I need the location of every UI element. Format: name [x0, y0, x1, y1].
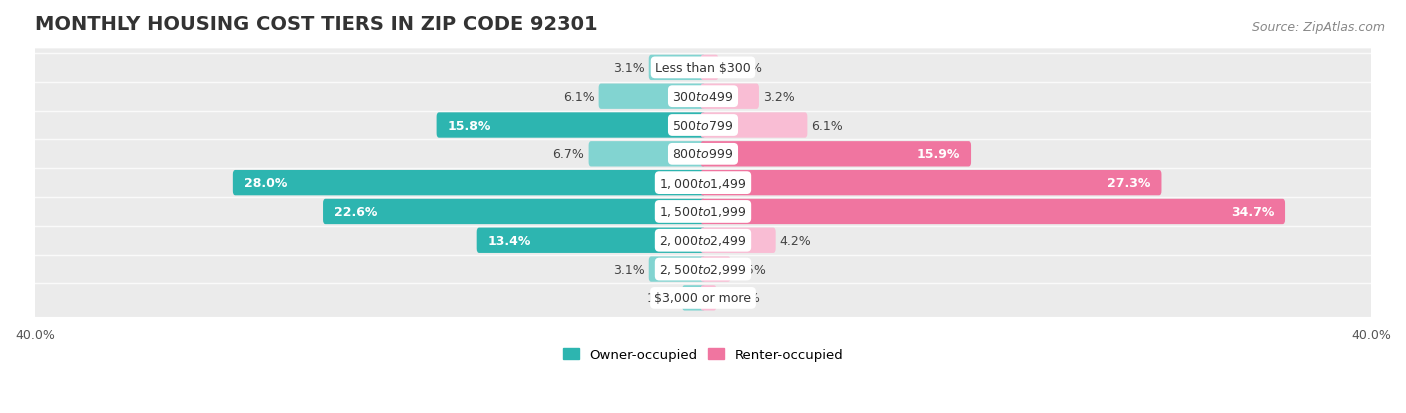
Text: 1.5%: 1.5%: [735, 263, 766, 276]
Text: MONTHLY HOUSING COST TIERS IN ZIP CODE 92301: MONTHLY HOUSING COST TIERS IN ZIP CODE 9…: [35, 15, 598, 34]
Text: 0.65%: 0.65%: [720, 292, 761, 305]
Text: Less than $300: Less than $300: [655, 62, 751, 75]
Text: 4.2%: 4.2%: [780, 234, 811, 247]
Text: 27.3%: 27.3%: [1108, 177, 1150, 190]
FancyBboxPatch shape: [31, 78, 1375, 116]
Text: 3.2%: 3.2%: [763, 90, 794, 103]
Text: $1,000 to $1,499: $1,000 to $1,499: [659, 176, 747, 190]
FancyBboxPatch shape: [700, 113, 807, 138]
Text: 1.1%: 1.1%: [647, 292, 678, 305]
Text: 6.1%: 6.1%: [811, 119, 844, 132]
FancyBboxPatch shape: [700, 199, 1285, 225]
Text: $3,000 or more: $3,000 or more: [655, 292, 751, 305]
FancyBboxPatch shape: [700, 285, 717, 311]
Text: 0.77%: 0.77%: [723, 62, 762, 75]
FancyBboxPatch shape: [437, 113, 706, 138]
Text: 3.1%: 3.1%: [613, 263, 644, 276]
FancyBboxPatch shape: [700, 171, 1161, 196]
FancyBboxPatch shape: [700, 257, 731, 282]
FancyBboxPatch shape: [31, 250, 1375, 288]
Text: $300 to $499: $300 to $499: [672, 90, 734, 103]
FancyBboxPatch shape: [589, 142, 706, 167]
FancyBboxPatch shape: [31, 279, 1375, 317]
FancyBboxPatch shape: [31, 222, 1375, 260]
FancyBboxPatch shape: [323, 199, 706, 225]
Text: 6.1%: 6.1%: [562, 90, 595, 103]
Text: 6.7%: 6.7%: [553, 148, 585, 161]
Text: $2,500 to $2,999: $2,500 to $2,999: [659, 262, 747, 276]
Text: 15.8%: 15.8%: [447, 119, 491, 132]
FancyBboxPatch shape: [700, 228, 776, 253]
Text: 28.0%: 28.0%: [243, 177, 287, 190]
FancyBboxPatch shape: [648, 257, 706, 282]
FancyBboxPatch shape: [31, 193, 1375, 231]
Text: 15.9%: 15.9%: [917, 148, 960, 161]
FancyBboxPatch shape: [31, 107, 1375, 145]
FancyBboxPatch shape: [31, 135, 1375, 173]
FancyBboxPatch shape: [648, 56, 706, 81]
FancyBboxPatch shape: [700, 56, 718, 81]
Text: $1,500 to $1,999: $1,500 to $1,999: [659, 205, 747, 219]
FancyBboxPatch shape: [700, 142, 972, 167]
Text: 13.4%: 13.4%: [488, 234, 531, 247]
FancyBboxPatch shape: [31, 49, 1375, 87]
Text: 34.7%: 34.7%: [1230, 205, 1274, 218]
Text: $800 to $999: $800 to $999: [672, 148, 734, 161]
FancyBboxPatch shape: [233, 171, 706, 196]
Legend: Owner-occupied, Renter-occupied: Owner-occupied, Renter-occupied: [558, 343, 848, 366]
Text: $2,000 to $2,499: $2,000 to $2,499: [659, 234, 747, 248]
FancyBboxPatch shape: [31, 164, 1375, 202]
FancyBboxPatch shape: [682, 285, 706, 311]
FancyBboxPatch shape: [599, 84, 706, 109]
FancyBboxPatch shape: [477, 228, 706, 253]
Text: Source: ZipAtlas.com: Source: ZipAtlas.com: [1251, 21, 1385, 33]
FancyBboxPatch shape: [700, 84, 759, 109]
Text: $500 to $799: $500 to $799: [672, 119, 734, 132]
Text: 3.1%: 3.1%: [613, 62, 644, 75]
Text: 22.6%: 22.6%: [333, 205, 377, 218]
